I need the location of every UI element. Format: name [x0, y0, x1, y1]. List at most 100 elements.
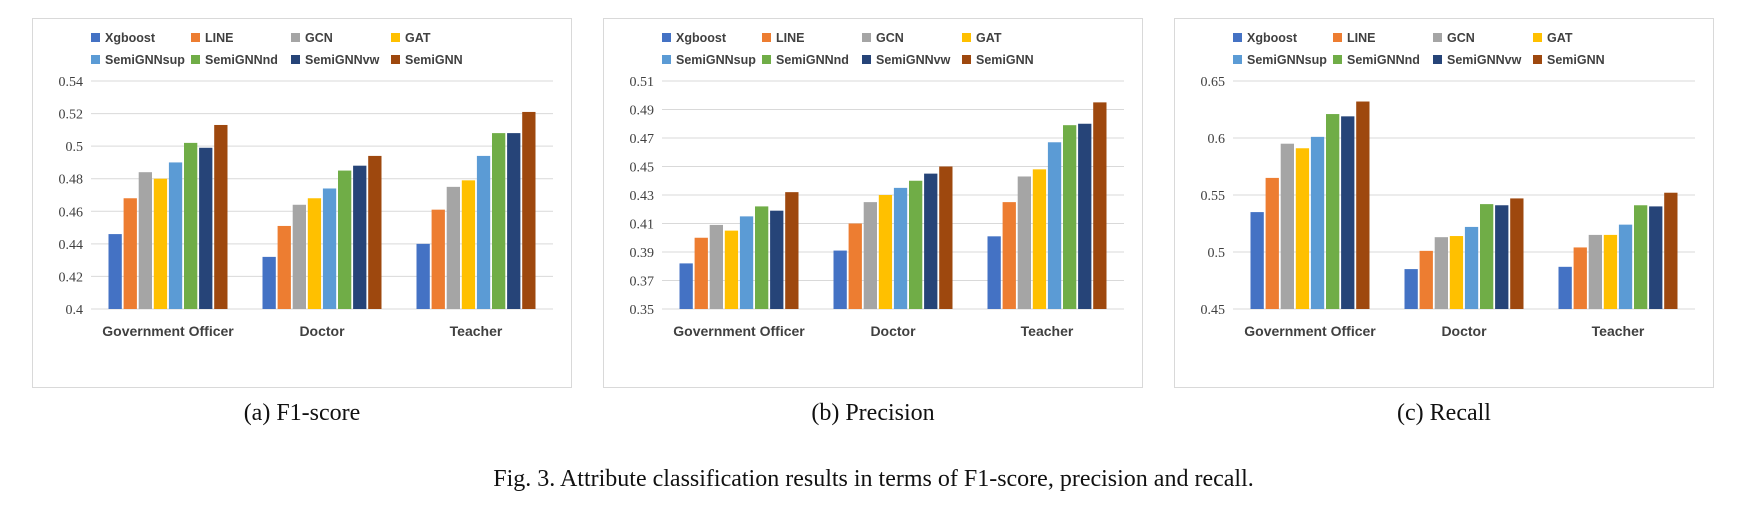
legend-label: SemiGNNsup — [1247, 53, 1327, 67]
bar — [878, 195, 893, 309]
bar — [694, 237, 708, 309]
bar — [1588, 234, 1602, 309]
legend-label: GAT — [976, 31, 1002, 45]
y-tick-label: 0.5 — [66, 140, 84, 155]
chart-recall-svg: 0.45 0.5 0.55 0.6 0.65 Xgboost LINE GCN GAT SemiG… — [1201, 31, 1695, 339]
bar — [1341, 116, 1355, 309]
bar — [1295, 148, 1310, 309]
y-tick-label: 0.5 — [1208, 246, 1226, 261]
bar — [1032, 169, 1047, 309]
legend-swatch — [1233, 55, 1242, 64]
chart-f1-svg: 0.4 0.42 0.44 0.46 0.48 0.5 0.52 0.54 Xgboost LIN… — [59, 31, 553, 339]
bar — [1063, 125, 1077, 309]
legend-swatch — [1433, 55, 1442, 64]
bar — [168, 162, 183, 309]
bar — [1356, 101, 1370, 310]
y-tick-label: 0.45 — [1201, 303, 1226, 318]
bar — [833, 250, 847, 309]
figure-caption: Fig. 3. Attribute classification results… — [493, 466, 1254, 492]
bar — [1093, 102, 1107, 309]
legend-label: SemiGNNnd — [776, 53, 849, 67]
bar — [863, 202, 877, 309]
bar — [755, 206, 769, 309]
legend-label: Xgboost — [676, 31, 727, 45]
bar — [338, 170, 352, 309]
category-label: Doctor — [299, 323, 345, 339]
bar — [1310, 136, 1325, 309]
legend-swatch — [291, 55, 300, 64]
category-label: Doctor — [1441, 323, 1487, 339]
legend-label: SemiGNNnd — [1347, 53, 1420, 67]
subcaption-recall: (c) Recall — [1397, 400, 1491, 426]
legend-swatch — [91, 55, 100, 64]
bar — [138, 172, 152, 309]
legend-swatch — [391, 55, 400, 64]
bar — [262, 256, 276, 309]
legend-label: SemiGNNsup — [105, 53, 185, 67]
bar — [770, 210, 784, 309]
legend-swatch — [662, 33, 671, 42]
legend-label: SemiGNNvw — [1447, 53, 1522, 67]
bar — [939, 166, 953, 309]
bar — [416, 243, 430, 309]
bar — [199, 147, 213, 309]
bar — [108, 234, 122, 309]
legend-swatch — [962, 33, 971, 42]
bar — [476, 155, 491, 309]
bar — [1326, 114, 1340, 309]
legend-label: GAT — [405, 31, 431, 45]
y-tick-label: 0.41 — [630, 218, 655, 233]
legend-label: Xgboost — [105, 31, 156, 45]
legend-swatch — [962, 55, 971, 64]
bar — [1634, 205, 1648, 309]
legend-label: GCN — [305, 31, 333, 45]
bar — [1419, 250, 1433, 309]
legend-swatch — [1233, 33, 1242, 42]
legend-label: GAT — [1547, 31, 1573, 45]
bar — [724, 230, 739, 309]
legend-label: SemiGNNnd — [205, 53, 278, 67]
bar — [1449, 236, 1464, 309]
legend-label: LINE — [776, 31, 804, 45]
bar — [153, 178, 168, 309]
bar — [1002, 202, 1016, 309]
category-label: Teacher — [1021, 323, 1074, 339]
bar — [277, 225, 291, 309]
bar — [924, 173, 938, 309]
legend-swatch — [91, 33, 100, 42]
y-tick-label: 0.44 — [59, 238, 84, 253]
bar — [848, 223, 862, 309]
legend-swatch — [1333, 55, 1342, 64]
bar — [446, 186, 460, 309]
legend-label: GCN — [876, 31, 904, 45]
bar — [461, 180, 476, 309]
bar — [1404, 269, 1418, 309]
legend-swatch — [1433, 33, 1442, 42]
legend-swatch — [291, 33, 300, 42]
y-tick-label: 0.51 — [630, 75, 655, 90]
bar — [1250, 212, 1264, 309]
y-tick-label: 0.4 — [66, 303, 84, 318]
bar — [1265, 177, 1279, 309]
bar — [1434, 237, 1448, 309]
y-tick-label: 0.49 — [630, 104, 655, 119]
category-label: Government Officer — [1244, 323, 1376, 339]
bar — [123, 198, 137, 309]
legend-swatch — [862, 33, 871, 42]
legend-swatch — [391, 33, 400, 42]
category-label: Government Officer — [673, 323, 805, 339]
bar — [1017, 176, 1031, 309]
bar — [214, 124, 228, 309]
legend-swatch — [762, 33, 771, 42]
bar — [507, 133, 521, 309]
y-tick-label: 0.39 — [630, 246, 655, 261]
legend-label: LINE — [205, 31, 233, 45]
subcaption-precision: (b) Precision — [811, 400, 935, 426]
y-tick-label: 0.42 — [59, 270, 84, 285]
bar — [353, 165, 367, 309]
y-tick-label: 0.37 — [630, 275, 655, 290]
y-tick-label: 0.54 — [59, 75, 84, 90]
legend-swatch — [191, 55, 200, 64]
bar — [909, 180, 923, 309]
bar — [679, 263, 693, 309]
